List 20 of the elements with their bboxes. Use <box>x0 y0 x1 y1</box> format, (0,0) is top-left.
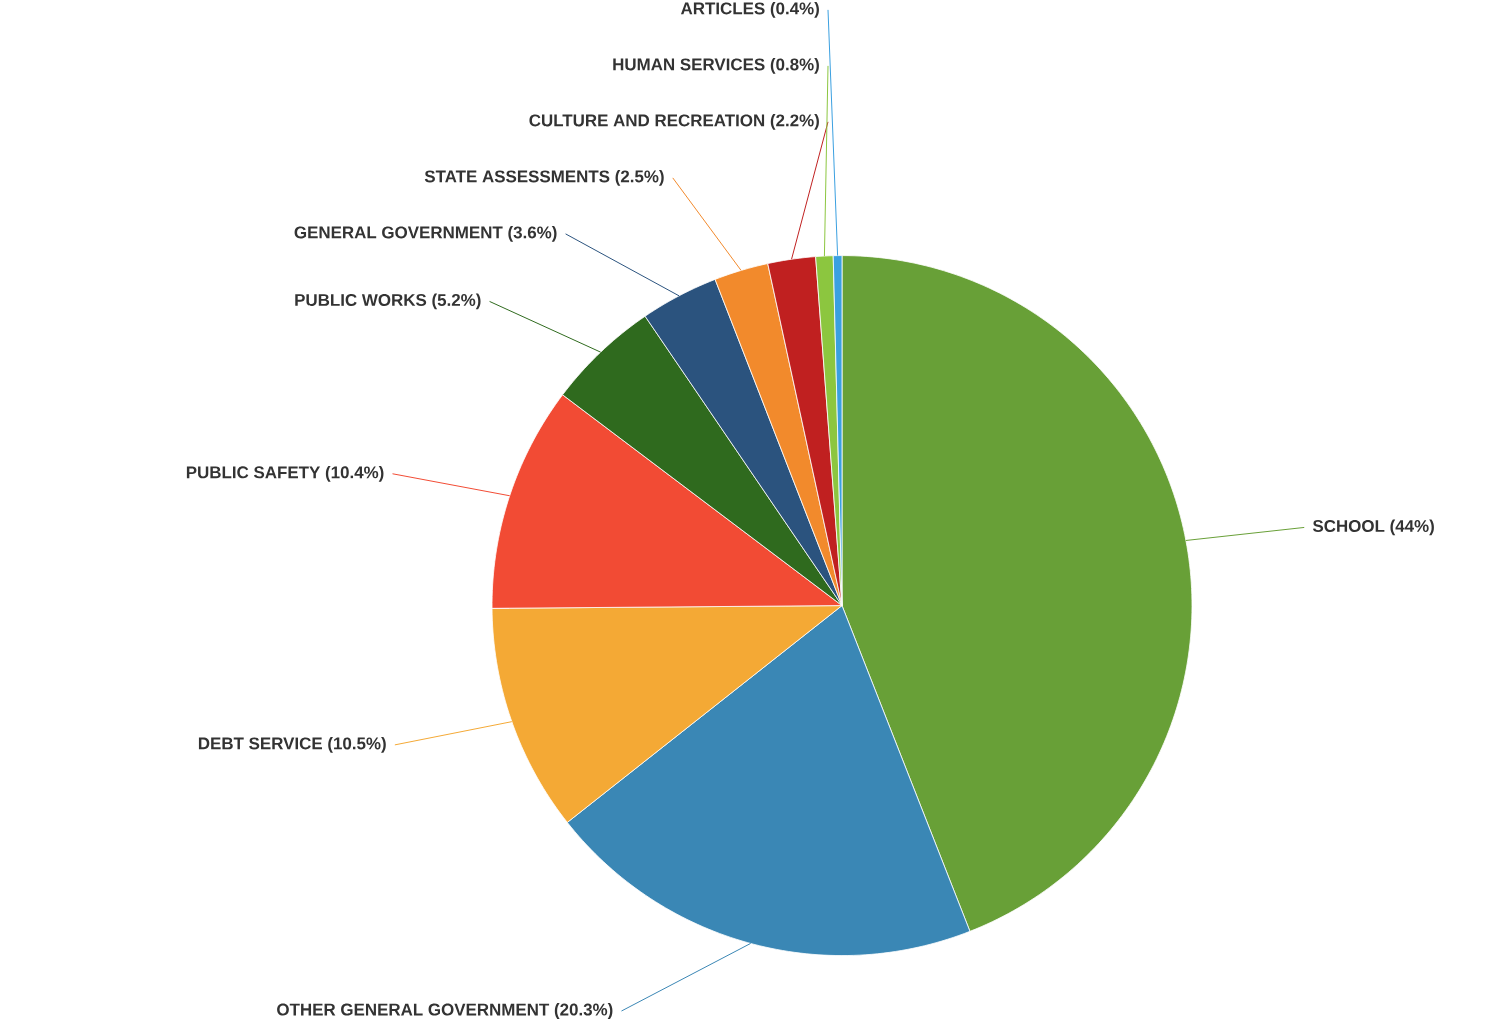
data-label: (0.8%) <box>770 58 819 74</box>
data-label: (5.2%) <box>432 293 481 310</box>
slice-label: GENERAL GOVERNMENT <box>294 226 503 239</box>
data-label: (2.2%) <box>770 114 819 130</box>
slice-label: DEBT SERVICE <box>198 737 322 750</box>
slice-label: OTHER GENERAL GOVERNMENT <box>277 1003 550 1016</box>
data-label: (44%) <box>1390 519 1434 536</box>
data-label: (20.3%) <box>554 1003 613 1020</box>
slice-label: CULTURE AND RECREATION <box>529 114 765 127</box>
data-label: (10.4%) <box>325 466 384 482</box>
slice-label: PUBLIC WORKS <box>295 294 427 307</box>
data-label: (2.5%) <box>615 170 664 186</box>
data-label: (3.6%) <box>508 226 557 242</box>
slice-label: SCHOOL <box>1312 520 1385 533</box>
data-label: (0.4%) <box>770 2 819 18</box>
data-label: (10.5%) <box>328 737 386 753</box>
slice-label: ARTICLES <box>680 2 765 15</box>
slice-label: HUMAN SERVICES <box>613 58 765 71</box>
slice-label: STATE ASSESSMENTS <box>424 170 610 183</box>
slice-label: PUBLIC SAFETY <box>186 466 321 479</box>
